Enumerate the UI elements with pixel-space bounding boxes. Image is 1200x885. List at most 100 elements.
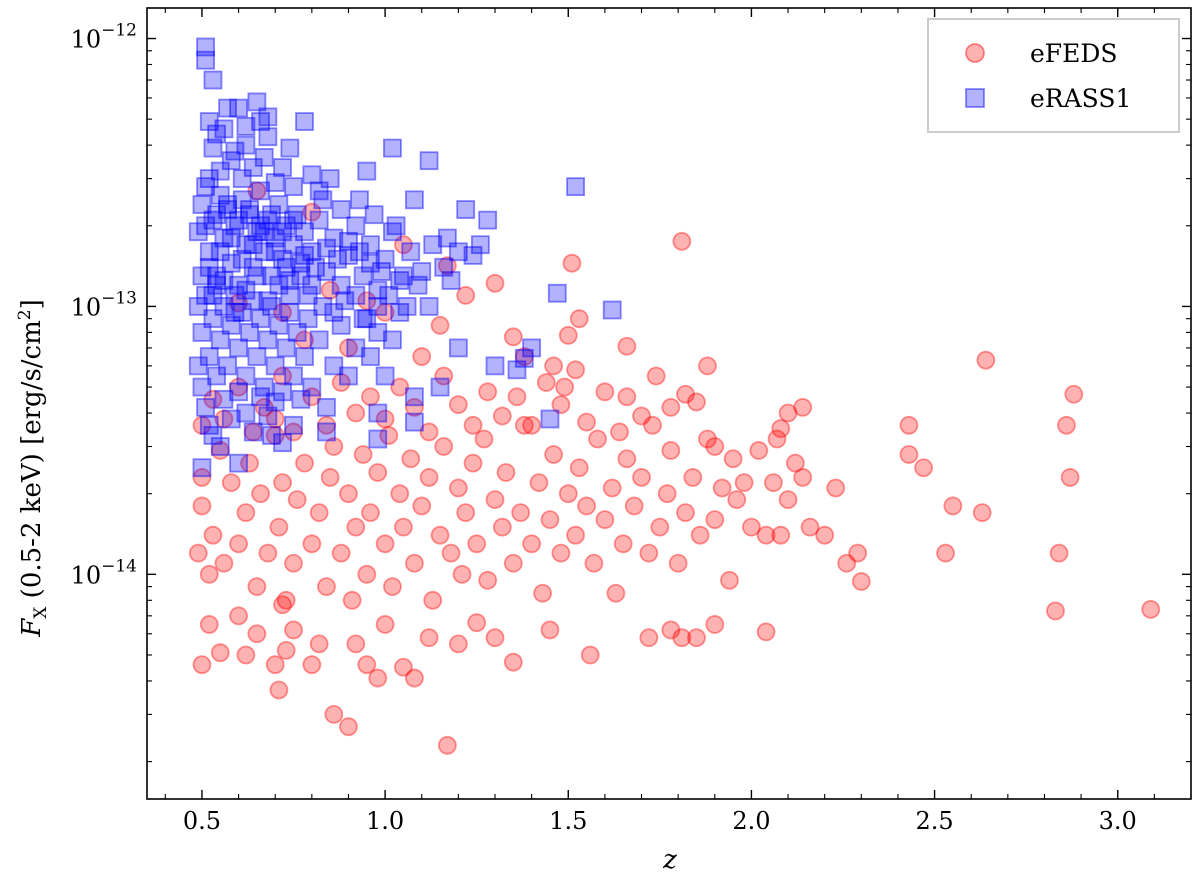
point-efeds [474, 429, 494, 449]
point-erass1 [302, 242, 322, 262]
point-erass1 [386, 216, 406, 236]
point-erass1 [405, 190, 424, 210]
point-efeds [273, 302, 292, 322]
point-erass1 [405, 412, 424, 432]
point-erass1 [258, 291, 278, 311]
point-erass1 [210, 437, 230, 456]
point-erass1 [470, 235, 490, 255]
point-efeds [1049, 543, 1069, 563]
point-erass1 [199, 112, 219, 131]
point-efeds [317, 415, 336, 435]
point-erass1 [214, 119, 234, 139]
point-erass1 [192, 377, 212, 397]
point-efeds [639, 543, 659, 563]
point-efeds [240, 453, 259, 473]
point-erass1 [258, 406, 278, 426]
point-erass1 [350, 190, 369, 210]
point-erass1 [188, 297, 208, 316]
point-erass1 [448, 242, 468, 262]
point-efeds [1060, 468, 1080, 487]
point-erass1 [229, 453, 248, 473]
point-erass1 [317, 397, 336, 417]
point-erass1 [317, 238, 336, 258]
point-efeds [320, 468, 340, 487]
point-efeds [463, 453, 483, 473]
point-erass1 [258, 127, 278, 147]
point-efeds [276, 641, 296, 660]
point-erass1 [383, 222, 402, 242]
point-erass1 [196, 50, 216, 70]
point-erass1 [258, 210, 278, 230]
y-axis-title-sub: X [31, 606, 51, 619]
point-erass1 [298, 285, 318, 305]
point-erass1 [258, 107, 278, 127]
y-tick-exponent: −12 [101, 21, 137, 41]
point-efeds [742, 517, 761, 537]
point-efeds [1141, 599, 1161, 619]
point-efeds [646, 366, 666, 386]
point-efeds [562, 253, 582, 273]
point-efeds [265, 655, 285, 675]
point-efeds [247, 181, 267, 201]
y-axis-title: FX (0.5-2 keV) [erg/s/cm2] [15, 299, 51, 638]
point-erass1 [317, 422, 336, 442]
point-efeds [485, 273, 505, 293]
point-efeds [503, 327, 523, 347]
point-erass1 [383, 330, 402, 350]
point-erass1 [463, 246, 483, 265]
point-erass1 [236, 366, 256, 386]
point-erass1 [295, 112, 314, 131]
point-erass1 [273, 222, 292, 242]
point-erass1 [229, 275, 248, 295]
point-efeds [672, 231, 692, 251]
point-efeds [705, 510, 725, 530]
point-efeds [383, 577, 402, 596]
point-erass1 [229, 338, 248, 358]
point-erass1 [291, 266, 311, 286]
y-axis-title-end: ] [17, 299, 47, 309]
point-erass1 [218, 356, 237, 376]
point-erass1 [331, 200, 351, 219]
point-efeds [302, 655, 322, 675]
point-efeds [302, 202, 322, 222]
point-efeds [588, 429, 607, 449]
point-erass1 [423, 235, 443, 255]
point-erass1 [225, 216, 245, 236]
point-erass1 [254, 147, 274, 167]
point-efeds [254, 397, 274, 417]
point-erass1 [350, 242, 369, 262]
point-erass1 [221, 151, 241, 171]
point-efeds [639, 628, 659, 648]
point-erass1 [364, 205, 384, 225]
point-efeds [434, 437, 454, 456]
point-erass1 [375, 249, 395, 269]
point-efeds [214, 409, 234, 429]
plot-frame [146, 7, 1192, 800]
point-erass1 [203, 309, 223, 329]
point-erass1 [361, 347, 380, 366]
point-efeds [661, 397, 681, 417]
point-efeds [430, 525, 450, 545]
point-efeds [617, 387, 637, 407]
legend-label-erass1: eRASS1 [1030, 84, 1131, 113]
point-efeds [229, 606, 248, 626]
point-efeds [676, 384, 695, 404]
point-erass1 [361, 253, 380, 273]
point-efeds [302, 534, 322, 554]
point-erass1 [254, 377, 274, 397]
point-erass1 [236, 403, 256, 423]
point-efeds [302, 387, 322, 407]
point-erass1 [331, 275, 351, 295]
point-efeds [342, 590, 362, 610]
point-erass1 [280, 285, 300, 305]
point-erass1 [232, 302, 252, 322]
point-efeds [467, 534, 487, 554]
point-erass1 [339, 366, 358, 386]
point-efeds [602, 478, 622, 498]
point-efeds [353, 445, 373, 464]
point-erass1 [225, 141, 245, 161]
point-efeds [1057, 415, 1076, 435]
point-efeds [467, 613, 487, 633]
point-efeds [720, 570, 739, 590]
point-efeds [295, 330, 314, 350]
